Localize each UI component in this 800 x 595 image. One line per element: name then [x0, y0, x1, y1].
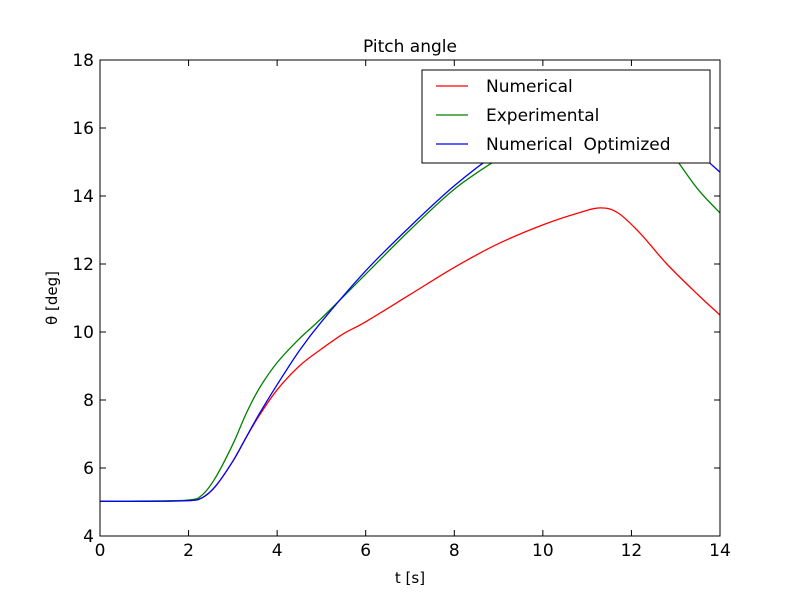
y-tick-label-1: 6	[83, 459, 94, 479]
legend-label-1: Experimental	[486, 106, 599, 126]
y-axis-label: θ [deg]	[43, 271, 61, 325]
x-axis-label: t [s]	[395, 569, 425, 587]
x-tick-label-6: 12	[621, 541, 643, 561]
x-tick-label-0: 0	[95, 541, 106, 561]
x-tick-label-1: 2	[183, 541, 194, 561]
y-tick-label-7: 18	[72, 51, 94, 71]
series-line-2	[100, 103, 720, 503]
x-tick-label-4: 8	[449, 541, 460, 561]
series-line-1	[100, 108, 720, 502]
legend-box	[421, 69, 711, 164]
x-tick-label-3: 6	[360, 541, 371, 561]
chart-title: Pitch angle	[363, 37, 457, 57]
y-tick-label-6: 16	[72, 119, 94, 139]
x-tick-label-5: 10	[532, 541, 554, 561]
x-tick-label-2: 4	[272, 541, 283, 561]
x-tick-label-7: 14	[709, 541, 731, 561]
y-tick-label-4: 12	[72, 255, 94, 275]
plot-frame	[99, 59, 721, 537]
legend-label-0: Numerical	[486, 77, 573, 97]
y-tick-label-5: 14	[72, 187, 94, 207]
y-tick-label-3: 10	[72, 323, 94, 343]
legend: Numerical Experimental Numerical Optimized	[421, 69, 711, 164]
legend-label-2: Numerical Optimized	[486, 135, 671, 155]
y-tick-label-2: 8	[83, 391, 94, 411]
series-line-0	[100, 207, 720, 503]
y-tick-label-0: 4	[83, 527, 94, 547]
